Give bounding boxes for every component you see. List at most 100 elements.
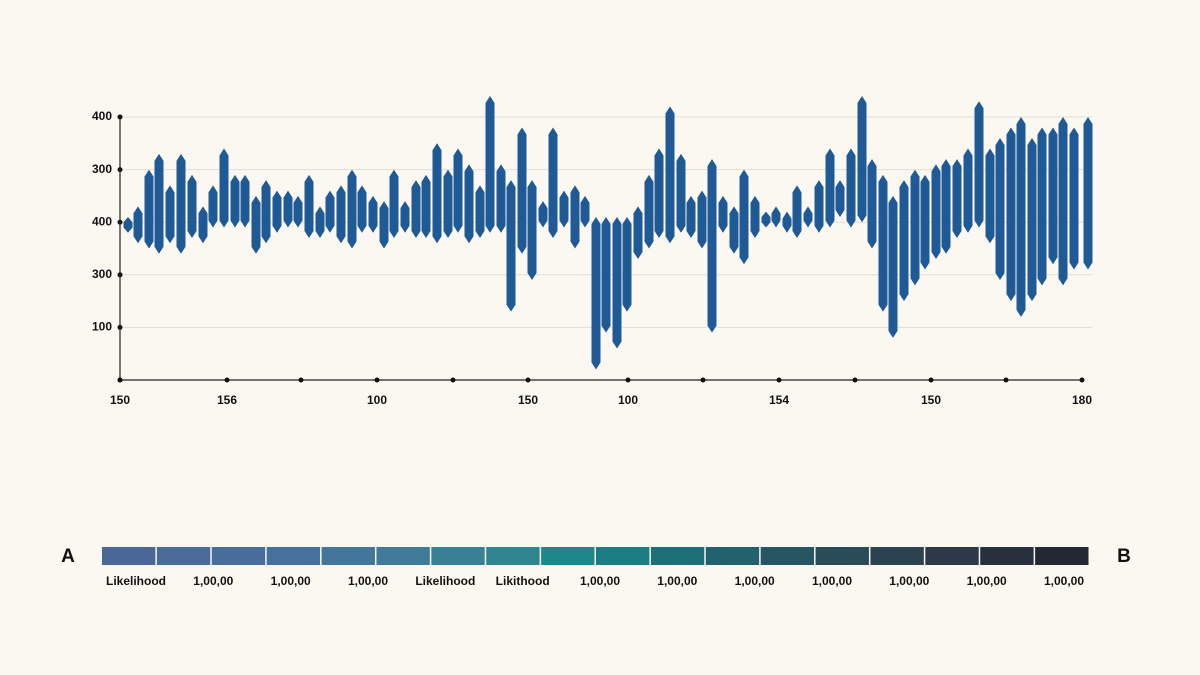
range-bar: [878, 174, 888, 312]
range-bar: [697, 190, 707, 249]
scale-label: Likelihood: [106, 574, 166, 588]
scale-segment: [705, 547, 760, 565]
range-bar: [803, 206, 813, 228]
scale-segment: [815, 547, 869, 565]
x-tick-label: 100: [618, 393, 638, 407]
range-bar: [496, 164, 506, 233]
scale-segment: [266, 547, 321, 565]
range-bar: [379, 201, 389, 249]
scale-segment: [431, 547, 485, 565]
x-tick-dot: [700, 377, 706, 383]
range-bar: [1048, 127, 1058, 265]
range-bar: [368, 195, 378, 233]
range-bar: [347, 169, 357, 249]
range-bar: [187, 174, 197, 238]
range-bar: [293, 195, 303, 228]
y-tick-label: 300: [92, 267, 112, 281]
x-tick-dot: [1003, 377, 1009, 383]
range-bar: [133, 206, 143, 244]
range-bar: [654, 148, 664, 238]
x-tick-dot: [117, 377, 123, 383]
range-bar: [857, 95, 867, 223]
scale-segment: [376, 547, 430, 565]
range-bar: [676, 153, 686, 233]
range-bar: [644, 174, 654, 249]
range-bar: [357, 185, 367, 233]
range-bar: [283, 190, 293, 228]
range-bar: [527, 180, 537, 281]
range-bar: [389, 169, 399, 238]
range-bar: [931, 164, 941, 260]
x-tick-dot: [224, 377, 230, 383]
range-bar: [1006, 127, 1016, 302]
scale-segment: [102, 547, 156, 565]
x-tick-label: 150: [518, 393, 538, 407]
y-tick-label: 400: [92, 214, 112, 228]
x-tick-label: 156: [217, 393, 237, 407]
range-bar: [506, 180, 516, 312]
scale-segment: [1035, 547, 1089, 565]
x-tick-dot: [525, 377, 531, 383]
range-bar: [580, 195, 590, 228]
range-bar: [165, 185, 175, 244]
range-bar: [570, 185, 580, 249]
scale-segment: [870, 547, 924, 565]
scale-end-label: B: [1117, 546, 1131, 567]
x-tick-label: 154: [769, 393, 789, 407]
range-bar: [920, 174, 930, 270]
scale-label: 1,00,00: [193, 574, 233, 588]
range-bar: [952, 159, 962, 238]
range-bar: [1083, 117, 1093, 270]
range-bar: [782, 211, 792, 233]
scale-label: 1,00,00: [580, 574, 620, 588]
scale-start-label: A: [61, 546, 75, 567]
scale-label: 1,00,00: [271, 574, 311, 588]
range-bar: [517, 127, 527, 254]
range-bar: [707, 159, 717, 333]
range-bar: [591, 216, 601, 370]
range-bar: [240, 174, 250, 228]
range-bar: [421, 174, 431, 238]
scale-segment: [211, 547, 266, 565]
range-bar: [548, 127, 558, 238]
x-tick-dot: [450, 377, 456, 383]
scale-segment: [925, 547, 979, 565]
range-bar: [985, 148, 995, 244]
range-bar: [400, 201, 410, 233]
range-bar: [198, 206, 208, 244]
scale-segment: [980, 547, 1034, 565]
x-tick-label: 180: [1072, 393, 1092, 407]
scale-label: 1,00,00: [967, 574, 1007, 588]
range-bar: [315, 206, 325, 238]
range-bar: [219, 148, 229, 228]
range-bar: [144, 169, 154, 249]
range-bar: [739, 169, 749, 265]
range-bar: [761, 211, 771, 228]
range-bar: [974, 101, 984, 228]
range-bar: [123, 216, 133, 233]
scale-label: 1,00,00: [348, 574, 388, 588]
range-bar: [941, 159, 951, 254]
range-bar: [867, 159, 877, 249]
scale-segment: [156, 547, 211, 565]
scale-label: Likithood: [496, 574, 550, 588]
range-bar: [176, 153, 186, 254]
range-bar: [665, 106, 675, 244]
range-bar: [1058, 117, 1068, 286]
range-bar: [304, 174, 314, 238]
range-bar: [453, 148, 463, 233]
y-tick-label: 100: [92, 320, 112, 334]
range-bar: [963, 148, 973, 233]
x-tick-dot: [374, 377, 380, 383]
range-bar: [771, 206, 781, 228]
x-tick-dot: [1079, 377, 1085, 383]
x-tick-label: 150: [921, 393, 941, 407]
range-bar: [601, 216, 611, 333]
range-bar: [1016, 117, 1026, 317]
range-bar: [559, 190, 569, 228]
scale-label: 1,00,00: [812, 574, 852, 588]
range-bar: [995, 138, 1005, 281]
scale-label: 1,00,00: [889, 574, 929, 588]
x-tick-dot: [298, 377, 304, 383]
x-tick-dot: [852, 377, 858, 383]
